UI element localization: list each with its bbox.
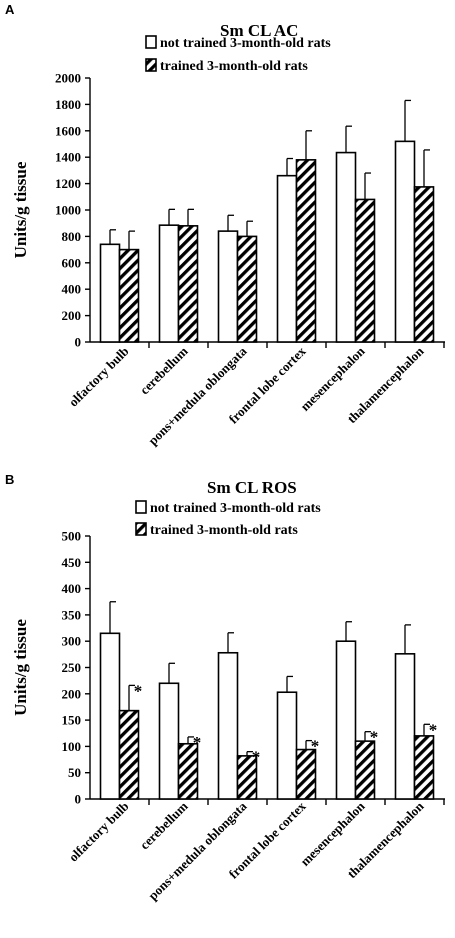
y-tick-label: 1600 [55,123,81,138]
x-category-label: olfactory bulb [66,799,132,865]
significance-marker: * [252,748,261,767]
bar-not-trained [276,174,298,343]
y-tick-label: 150 [62,713,82,728]
y-tick-label: 450 [62,555,82,570]
bar-trained [413,735,435,800]
legend-label-2: trained 3-month-old rats [150,523,298,538]
significance-marker: * [429,720,438,739]
bar-trained [177,225,199,343]
y-tick-label: 500 [62,529,82,544]
bar-not-trained [217,651,239,800]
y-tick-label: 1400 [55,150,81,165]
y-tick-label: 200 [62,686,82,701]
bar-not-trained [335,151,357,343]
y-tick-label: 800 [62,229,82,244]
legend-label-1: not trained 3-month-old rats [160,36,331,51]
bar-trained [236,755,258,800]
legend-label-2: trained 3-month-old rats [160,59,308,74]
bar-not-trained [394,140,416,343]
y-tick-label: 0 [75,792,82,807]
y-tick-label: 1000 [55,203,81,218]
y-axis-label: Units/g tissue [11,161,30,258]
x-category-label: pons+medula oblongata [145,343,250,448]
panel-letter: B [5,472,14,487]
bar-trained [118,248,140,343]
bar-not-trained [99,243,121,343]
bar-trained [236,235,258,343]
y-tick-label: 300 [62,634,82,649]
y-tick-label: 200 [62,308,82,323]
y-tick-label: 400 [62,581,82,596]
bar-trained [118,709,140,800]
bar-trained [354,740,376,800]
bar-not-trained [276,691,298,800]
y-tick-label: 1200 [55,176,81,191]
bar-trained [354,198,376,343]
bar-not-trained [394,653,416,800]
y-tick-label: 600 [62,255,82,270]
bar-trained [295,159,317,343]
y-tick-label: 50 [68,765,81,780]
significance-marker: * [134,681,143,700]
legend-swatch-1 [145,35,157,49]
y-tick-label: 0 [75,335,82,350]
chart-b-svg: B Sm CL ROS not trained 3-month-old rats tr… [5,472,445,903]
y-tick-label: 100 [62,739,82,754]
legend-swatch-1 [135,500,147,514]
x-category-label: olfactory bulb [66,344,132,410]
significance-marker: * [370,728,379,747]
panel-letter: A [5,2,15,17]
legend-swatch-2 [145,58,157,72]
y-tick-label: 2000 [55,71,81,86]
bar-trained [413,186,435,343]
chart-panel-b: B Sm CL ROS not trained 3-month-old rats tr… [0,469,455,938]
legend-label-1: not trained 3-month-old rats [150,501,321,516]
x-category-label: cerebellum [137,343,191,397]
y-tick-label: 350 [62,607,82,622]
bar-not-trained [158,224,180,343]
y-tick-label: 250 [62,660,82,675]
chart-title: Sm CL AC [220,21,298,40]
significance-marker: * [193,733,202,752]
bar-trained [177,742,199,800]
legend-swatch-2 [135,522,147,536]
bar-not-trained [217,230,239,343]
y-tick-label: 400 [62,282,82,297]
bar-trained [295,748,317,800]
y-axis-label: Units/g tissue [11,619,30,716]
bar-not-trained [335,640,357,800]
x-category-label: cerebellum [137,798,191,852]
bar-not-trained [158,682,180,800]
chart-panel-a: A Sm CL AC not trained 3-month-old rats tra… [5,2,445,448]
significance-marker: * [311,737,320,756]
y-tick-label: 1800 [55,97,81,112]
bar-not-trained [99,632,121,800]
chart-title: Sm CL ROS [207,478,297,497]
x-category-label: pons+medula oblongata [145,798,250,903]
